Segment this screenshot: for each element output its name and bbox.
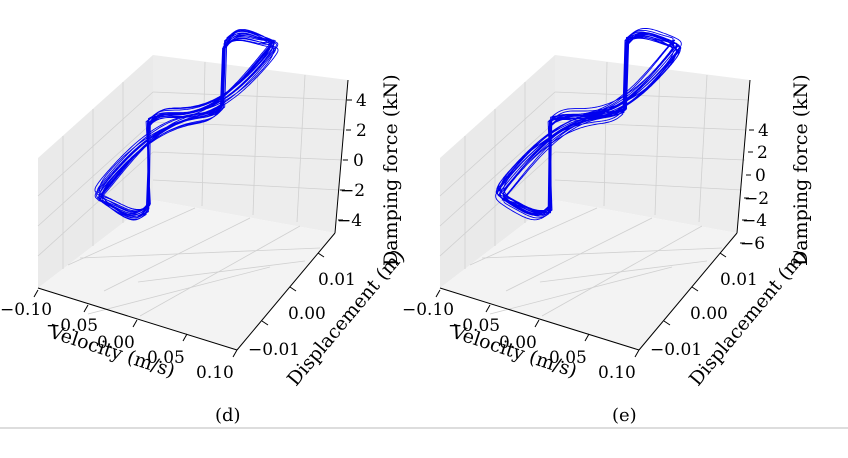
tick-marks (33, 99, 352, 358)
x-tick-label: 0.00 (499, 333, 537, 353)
grid-lines (439, 61, 750, 317)
y-tick-label: 0.00 (288, 304, 326, 324)
y-tick-label: −0.01 (248, 340, 300, 360)
x-tick-label: 0.00 (97, 333, 135, 353)
damping-force-curve-d (94, 28, 279, 221)
z-axis-label: Damping force (kN) (790, 74, 812, 266)
z-tick-label: 4 (356, 91, 367, 111)
x-tick-label: −0.05 (46, 316, 98, 336)
chart-panel-e: −0.10 −0.05 0.00 0.05 0.10 −0.01 0.00 0.… (402, 27, 812, 426)
z-axis-label: Damping force (kN) (380, 74, 402, 266)
y-tick-labels: −0.01 0.00 0.01 (650, 270, 758, 360)
z-tick-label: −2 (340, 181, 365, 201)
back-pane (555, 55, 750, 233)
z-tick-label: −4 (742, 211, 767, 231)
y-tick-labels: −0.01 0.00 0.01 (248, 270, 356, 360)
z-tick-labels: 4 2 0 −2 −4 (337, 91, 367, 231)
x-tick-label: 0.10 (196, 363, 234, 383)
x-tick-label: −0.10 (0, 300, 52, 320)
x-tick-label: −0.10 (402, 300, 454, 320)
z-tick-label: 4 (758, 121, 769, 141)
x-tick-label: 0.10 (598, 363, 636, 383)
chart-panel-d: −0.10 −0.05 0.00 0.05 0.10 −0.01 0.00 0.… (0, 28, 409, 426)
back-pane (153, 55, 348, 233)
z-tick-label: −4 (337, 211, 362, 231)
x-tick-labels: −0.10 −0.05 0.00 0.05 0.10 (0, 300, 234, 383)
caption-e: (e) (612, 405, 637, 426)
x-tick-labels: −0.10 −0.05 0.00 0.05 0.10 (402, 300, 636, 383)
x-tick-label: 0.05 (147, 348, 185, 368)
z-tick-label: 0 (755, 166, 766, 186)
damping-force-curve-e (495, 27, 682, 221)
y-tick-label: 0.00 (690, 304, 728, 324)
x-tick-label: 0.05 (549, 348, 587, 368)
z-tick-label: −2 (744, 189, 769, 209)
y-tick-label: 0.01 (720, 270, 758, 290)
grid-lines (37, 61, 348, 317)
floor-pane (440, 200, 737, 350)
x-tick-label: −0.05 (448, 316, 500, 336)
z-tick-label: −6 (740, 234, 765, 254)
z-tick-labels: 4 2 0 −2 −4 −6 (740, 121, 769, 254)
caption-d: (d) (215, 405, 241, 426)
y-tick-label: 0.01 (318, 270, 356, 290)
floor-pane (38, 200, 335, 350)
y-tick-label: −0.01 (650, 340, 702, 360)
z-tick-label: 0 (353, 151, 364, 171)
tick-marks (435, 129, 754, 358)
z-tick-label: 2 (757, 143, 768, 163)
z-tick-label: 2 (356, 121, 367, 141)
